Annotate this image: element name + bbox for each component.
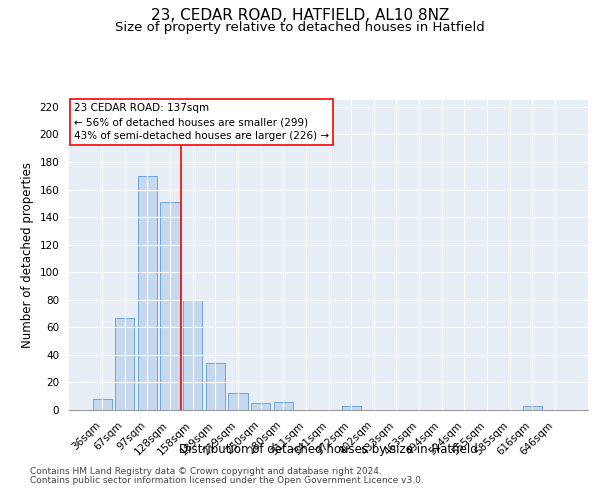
- Bar: [160, 202, 180, 410]
- Bar: [523, 406, 542, 410]
- Text: Size of property relative to detached houses in Hatfield: Size of property relative to detached ho…: [115, 21, 485, 34]
- Bar: [206, 363, 225, 410]
- Text: Distribution of detached houses by size in Hatfield: Distribution of detached houses by size …: [179, 442, 478, 456]
- Bar: [183, 300, 202, 410]
- Bar: [251, 403, 270, 410]
- Bar: [341, 406, 361, 410]
- Bar: [138, 176, 157, 410]
- Bar: [274, 402, 293, 410]
- Bar: [229, 394, 248, 410]
- Bar: [92, 399, 112, 410]
- Text: 23 CEDAR ROAD: 137sqm
← 56% of detached houses are smaller (299)
43% of semi-det: 23 CEDAR ROAD: 137sqm ← 56% of detached …: [74, 103, 329, 141]
- Text: Contains HM Land Registry data © Crown copyright and database right 2024.: Contains HM Land Registry data © Crown c…: [30, 467, 382, 476]
- Text: Contains public sector information licensed under the Open Government Licence v3: Contains public sector information licen…: [30, 476, 424, 485]
- Text: 23, CEDAR ROAD, HATFIELD, AL10 8NZ: 23, CEDAR ROAD, HATFIELD, AL10 8NZ: [151, 8, 449, 22]
- Y-axis label: Number of detached properties: Number of detached properties: [21, 162, 34, 348]
- Bar: [115, 318, 134, 410]
